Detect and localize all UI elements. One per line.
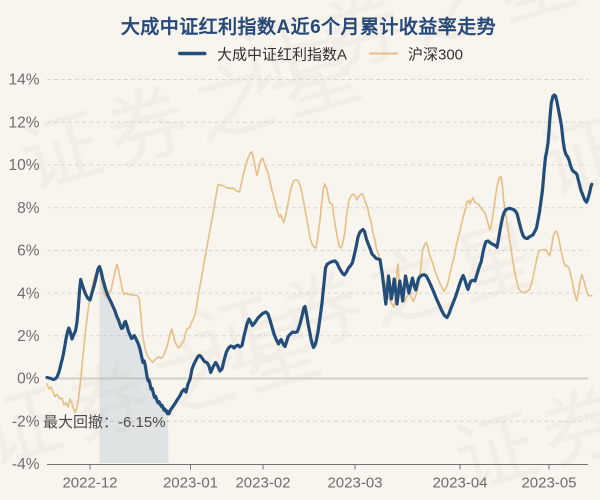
svg-text:6%: 6% <box>17 243 40 260</box>
svg-text:2023-03: 2023-03 <box>327 475 382 492</box>
svg-text:大成中证红利指数A: 大成中证红利指数A <box>217 47 347 64</box>
svg-text:证券之星: 证券之星 <box>530 27 600 212</box>
svg-text:2023-02: 2023-02 <box>235 475 290 492</box>
svg-text:2023-05: 2023-05 <box>521 475 576 492</box>
svg-text:12%: 12% <box>8 114 39 131</box>
svg-text:14%: 14% <box>8 72 39 89</box>
svg-text:10%: 10% <box>8 157 39 174</box>
svg-text:2023-04: 2023-04 <box>432 475 487 492</box>
svg-text:-2%: -2% <box>12 414 40 431</box>
svg-text:-4%: -4% <box>12 456 40 473</box>
svg-text:证券之星: 证券之星 <box>445 322 600 500</box>
svg-text:2022-12: 2022-12 <box>62 475 117 492</box>
svg-text:沪深300: 沪深300 <box>408 47 463 64</box>
svg-text:8%: 8% <box>17 200 40 217</box>
svg-text:2023-01: 2023-01 <box>163 475 218 492</box>
svg-text:2%: 2% <box>17 328 40 345</box>
svg-text:4%: 4% <box>17 285 40 302</box>
svg-text:最大回撤：-6.15%: 最大回撤：-6.15% <box>43 414 166 431</box>
svg-text:0%: 0% <box>17 371 40 388</box>
